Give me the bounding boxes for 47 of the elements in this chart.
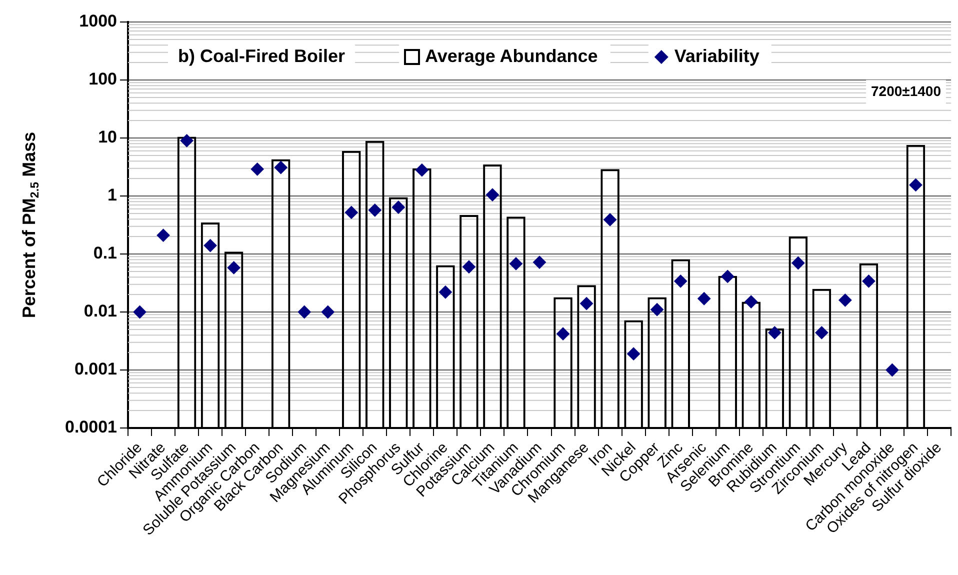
point	[368, 204, 382, 217]
point	[438, 286, 452, 299]
y-tick-label: 1000	[79, 12, 117, 31]
point	[604, 213, 617, 226]
point	[415, 164, 428, 177]
y-axis-title: Percent of PM2.5 Mass	[18, 132, 42, 318]
point	[556, 327, 570, 340]
point	[768, 326, 782, 340]
point	[298, 306, 311, 318]
point	[533, 256, 546, 269]
y-tick-label: 0.1	[93, 244, 117, 263]
y-tick-label: 0.0001	[65, 418, 117, 437]
point	[650, 303, 664, 316]
point	[250, 162, 264, 176]
point	[462, 260, 476, 274]
point	[227, 261, 240, 274]
point	[204, 239, 217, 252]
y-tick-label: 10	[98, 128, 117, 147]
point	[792, 256, 805, 270]
point	[674, 274, 688, 288]
legend-label: Variability	[674, 46, 760, 66]
point	[815, 326, 828, 340]
point	[180, 134, 194, 148]
point	[321, 306, 334, 318]
point	[509, 257, 522, 270]
point	[486, 188, 499, 202]
point	[580, 297, 594, 310]
point	[698, 292, 711, 306]
point	[156, 228, 170, 242]
y-tick-label: 1	[108, 186, 117, 205]
point	[627, 347, 640, 360]
point	[909, 178, 922, 192]
y-tick-label: 0.001	[74, 360, 117, 379]
point	[744, 295, 758, 308]
y-tick-label: 100	[88, 70, 117, 89]
point	[392, 200, 405, 214]
point	[886, 364, 899, 376]
point	[344, 206, 358, 219]
legend-label: Average Abundance	[425, 46, 598, 66]
y-tick-label: 0.01	[84, 302, 117, 321]
point	[133, 306, 146, 318]
point	[838, 294, 852, 307]
point	[274, 161, 288, 174]
point	[721, 270, 734, 283]
point	[862, 274, 876, 288]
text: b) Coal-Fired Boiler	[178, 46, 346, 66]
annotation: 7200±1400	[871, 82, 942, 99]
